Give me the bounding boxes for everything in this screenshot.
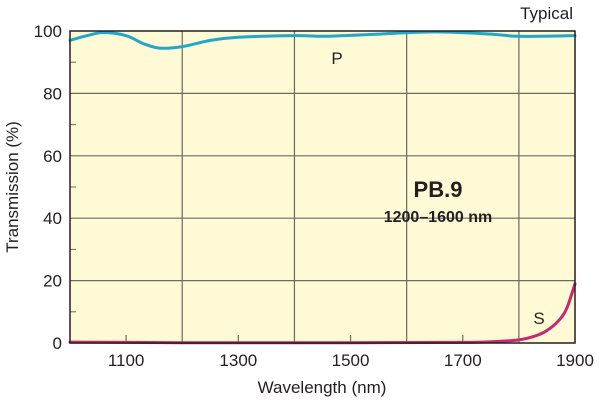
y-tick-label: 60	[43, 147, 62, 166]
x-tick-label: 1300	[219, 351, 257, 370]
x-axis-label: Wavelength (nm)	[258, 378, 387, 397]
x-tick-label: 1500	[332, 351, 370, 370]
y-tick-label: 20	[43, 272, 62, 291]
corner-note: Typical	[520, 4, 573, 23]
chart-title: PB.9	[414, 177, 463, 202]
chart-subtitle: 1200–1600 nm	[384, 209, 493, 226]
ticks: 1100 1300 1500 1700 1900 0 20 40 60 80 100	[34, 22, 594, 370]
x-tick-label: 1100	[108, 351, 145, 370]
x-tick-label: 1700	[444, 351, 482, 370]
series-label-s: S	[533, 309, 544, 328]
gridlines	[70, 31, 575, 343]
y-axis-label: Transmission (%)	[3, 121, 22, 253]
y-tick-label: 40	[43, 209, 62, 228]
y-tick-label: 80	[43, 84, 62, 103]
plot-background	[70, 31, 575, 343]
series-line-p	[68, 30, 577, 50]
plot-frame	[69, 30, 576, 344]
series-label-p: P	[331, 49, 342, 68]
y-tick-label: 0	[53, 334, 62, 353]
y-tick-label: 100	[34, 22, 62, 41]
x-tick-label: 1900	[556, 351, 594, 370]
